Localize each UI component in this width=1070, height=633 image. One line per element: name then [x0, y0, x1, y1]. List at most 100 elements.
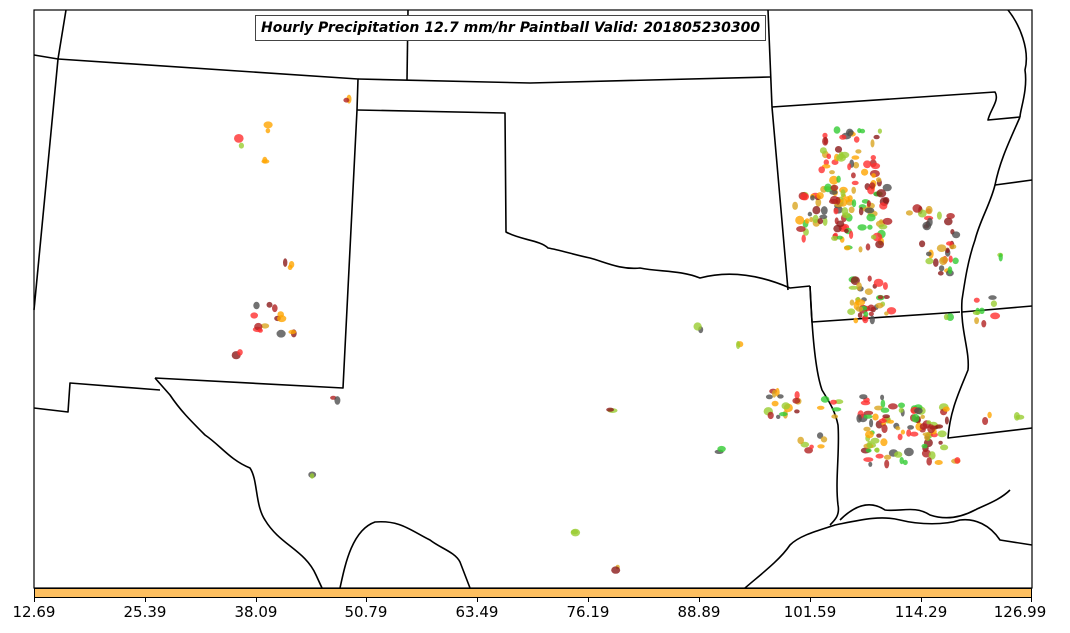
- precip-blob: [831, 407, 842, 412]
- precip-blob: [779, 412, 788, 417]
- precip-blob: [877, 295, 884, 300]
- precip-blob: [851, 180, 859, 186]
- colorbar-tick-label: 126.99: [993, 603, 1047, 621]
- precip-blob: [919, 423, 928, 430]
- precip-blob: [883, 454, 892, 460]
- precip-blob: [865, 430, 874, 439]
- colorbar-tick: [921, 598, 922, 602]
- precip-blobs: [231, 94, 1025, 574]
- precip-blob: [794, 409, 800, 414]
- precip-blob: [858, 207, 864, 216]
- border-arizona-mexico: [33, 382, 161, 413]
- precip-blob: [807, 211, 813, 217]
- border-iowa: [1007, 9, 1028, 118]
- precip-blob: [938, 265, 945, 272]
- precip-blob: [868, 311, 874, 317]
- precip-blob: [863, 426, 871, 432]
- precip-blob: [765, 394, 773, 400]
- precip-blob: [830, 399, 837, 405]
- precip-blob: [606, 407, 614, 412]
- precip-blob: [870, 139, 875, 148]
- precip-blob: [276, 329, 286, 338]
- precip-blob: [878, 418, 887, 423]
- precip-blob: [853, 136, 860, 143]
- state-borders: [33, 9, 1033, 589]
- precip-blob: [884, 311, 889, 316]
- precip-blob: [874, 447, 880, 453]
- precip-blob: [866, 200, 871, 208]
- precip-blob: [824, 183, 832, 193]
- precip-blob: [238, 142, 244, 149]
- precip-blob: [830, 184, 839, 191]
- precip-blob: [867, 275, 872, 282]
- precip-blob: [897, 433, 903, 441]
- precip-blob: [836, 175, 841, 183]
- precip-blob: [920, 414, 925, 419]
- louisiana-coast: [839, 489, 1011, 521]
- border-new-mexico-west: [33, 58, 59, 311]
- precip-blob: [947, 266, 953, 275]
- border-nebraska-kansas: [357, 76, 771, 84]
- precip-blob: [973, 297, 980, 303]
- colorbar: [34, 588, 1032, 598]
- precip-blob: [869, 315, 875, 325]
- precip-blob: [987, 411, 992, 419]
- precip-blob: [831, 414, 839, 419]
- precip-blob: [905, 210, 913, 216]
- precip-blob: [263, 121, 273, 129]
- precip-blob: [876, 433, 882, 438]
- precip-blob: [822, 217, 828, 226]
- precip-blob: [936, 244, 947, 252]
- precip-blob: [954, 457, 961, 464]
- precip-blob: [865, 448, 872, 453]
- precip-blob: [882, 197, 890, 204]
- colorbar-tick: [699, 598, 700, 602]
- border-kansas-east: [767, 9, 773, 108]
- gulf-coastline: [744, 517, 1033, 589]
- precip-blob: [863, 457, 874, 462]
- border-new-mexico-texas: [154, 109, 358, 389]
- precip-blob: [792, 201, 798, 210]
- precip-blob: [872, 413, 879, 421]
- precip-blob: [857, 224, 867, 231]
- precip-blob: [926, 251, 932, 257]
- precip-blob: [820, 436, 828, 443]
- colorbar-tick-label: 25.39: [123, 603, 167, 621]
- precip-blob: [911, 413, 920, 423]
- precip-blob: [819, 214, 828, 219]
- precip-blob: [257, 328, 263, 333]
- precip-blob: [772, 389, 777, 398]
- precip-blob: [823, 159, 829, 166]
- precip-blob: [831, 235, 839, 241]
- precip-blob: [937, 430, 947, 438]
- precip-blob: [816, 192, 824, 200]
- precip-blob: [250, 312, 258, 319]
- precip-blob: [943, 313, 949, 321]
- precip-blob: [818, 166, 825, 174]
- precip-blob: [776, 414, 781, 419]
- colorbar-tick-label: 101.59: [783, 603, 837, 621]
- precip-blob: [880, 399, 886, 408]
- precip-blob: [611, 566, 621, 574]
- precip-blob: [856, 414, 862, 423]
- precip-blob: [902, 459, 908, 466]
- precip-blob: [946, 313, 954, 321]
- precip-blob: [847, 163, 852, 171]
- precip-blob: [940, 256, 949, 264]
- precip-blob: [888, 403, 898, 410]
- precip-blob: [795, 215, 805, 225]
- precip-blob: [863, 311, 869, 318]
- precip-blob: [852, 161, 860, 169]
- precip-blob: [922, 432, 933, 437]
- precip-blob: [934, 460, 943, 465]
- precip-blob: [898, 407, 904, 413]
- precip-blob: [856, 282, 862, 291]
- colorbar-tick: [145, 598, 146, 602]
- precip-blob: [260, 323, 270, 329]
- precip-blob: [894, 451, 903, 458]
- precip-blob: [829, 175, 839, 185]
- precip-blob: [981, 320, 987, 328]
- precip-blob: [857, 312, 863, 319]
- precip-blob: [879, 202, 888, 210]
